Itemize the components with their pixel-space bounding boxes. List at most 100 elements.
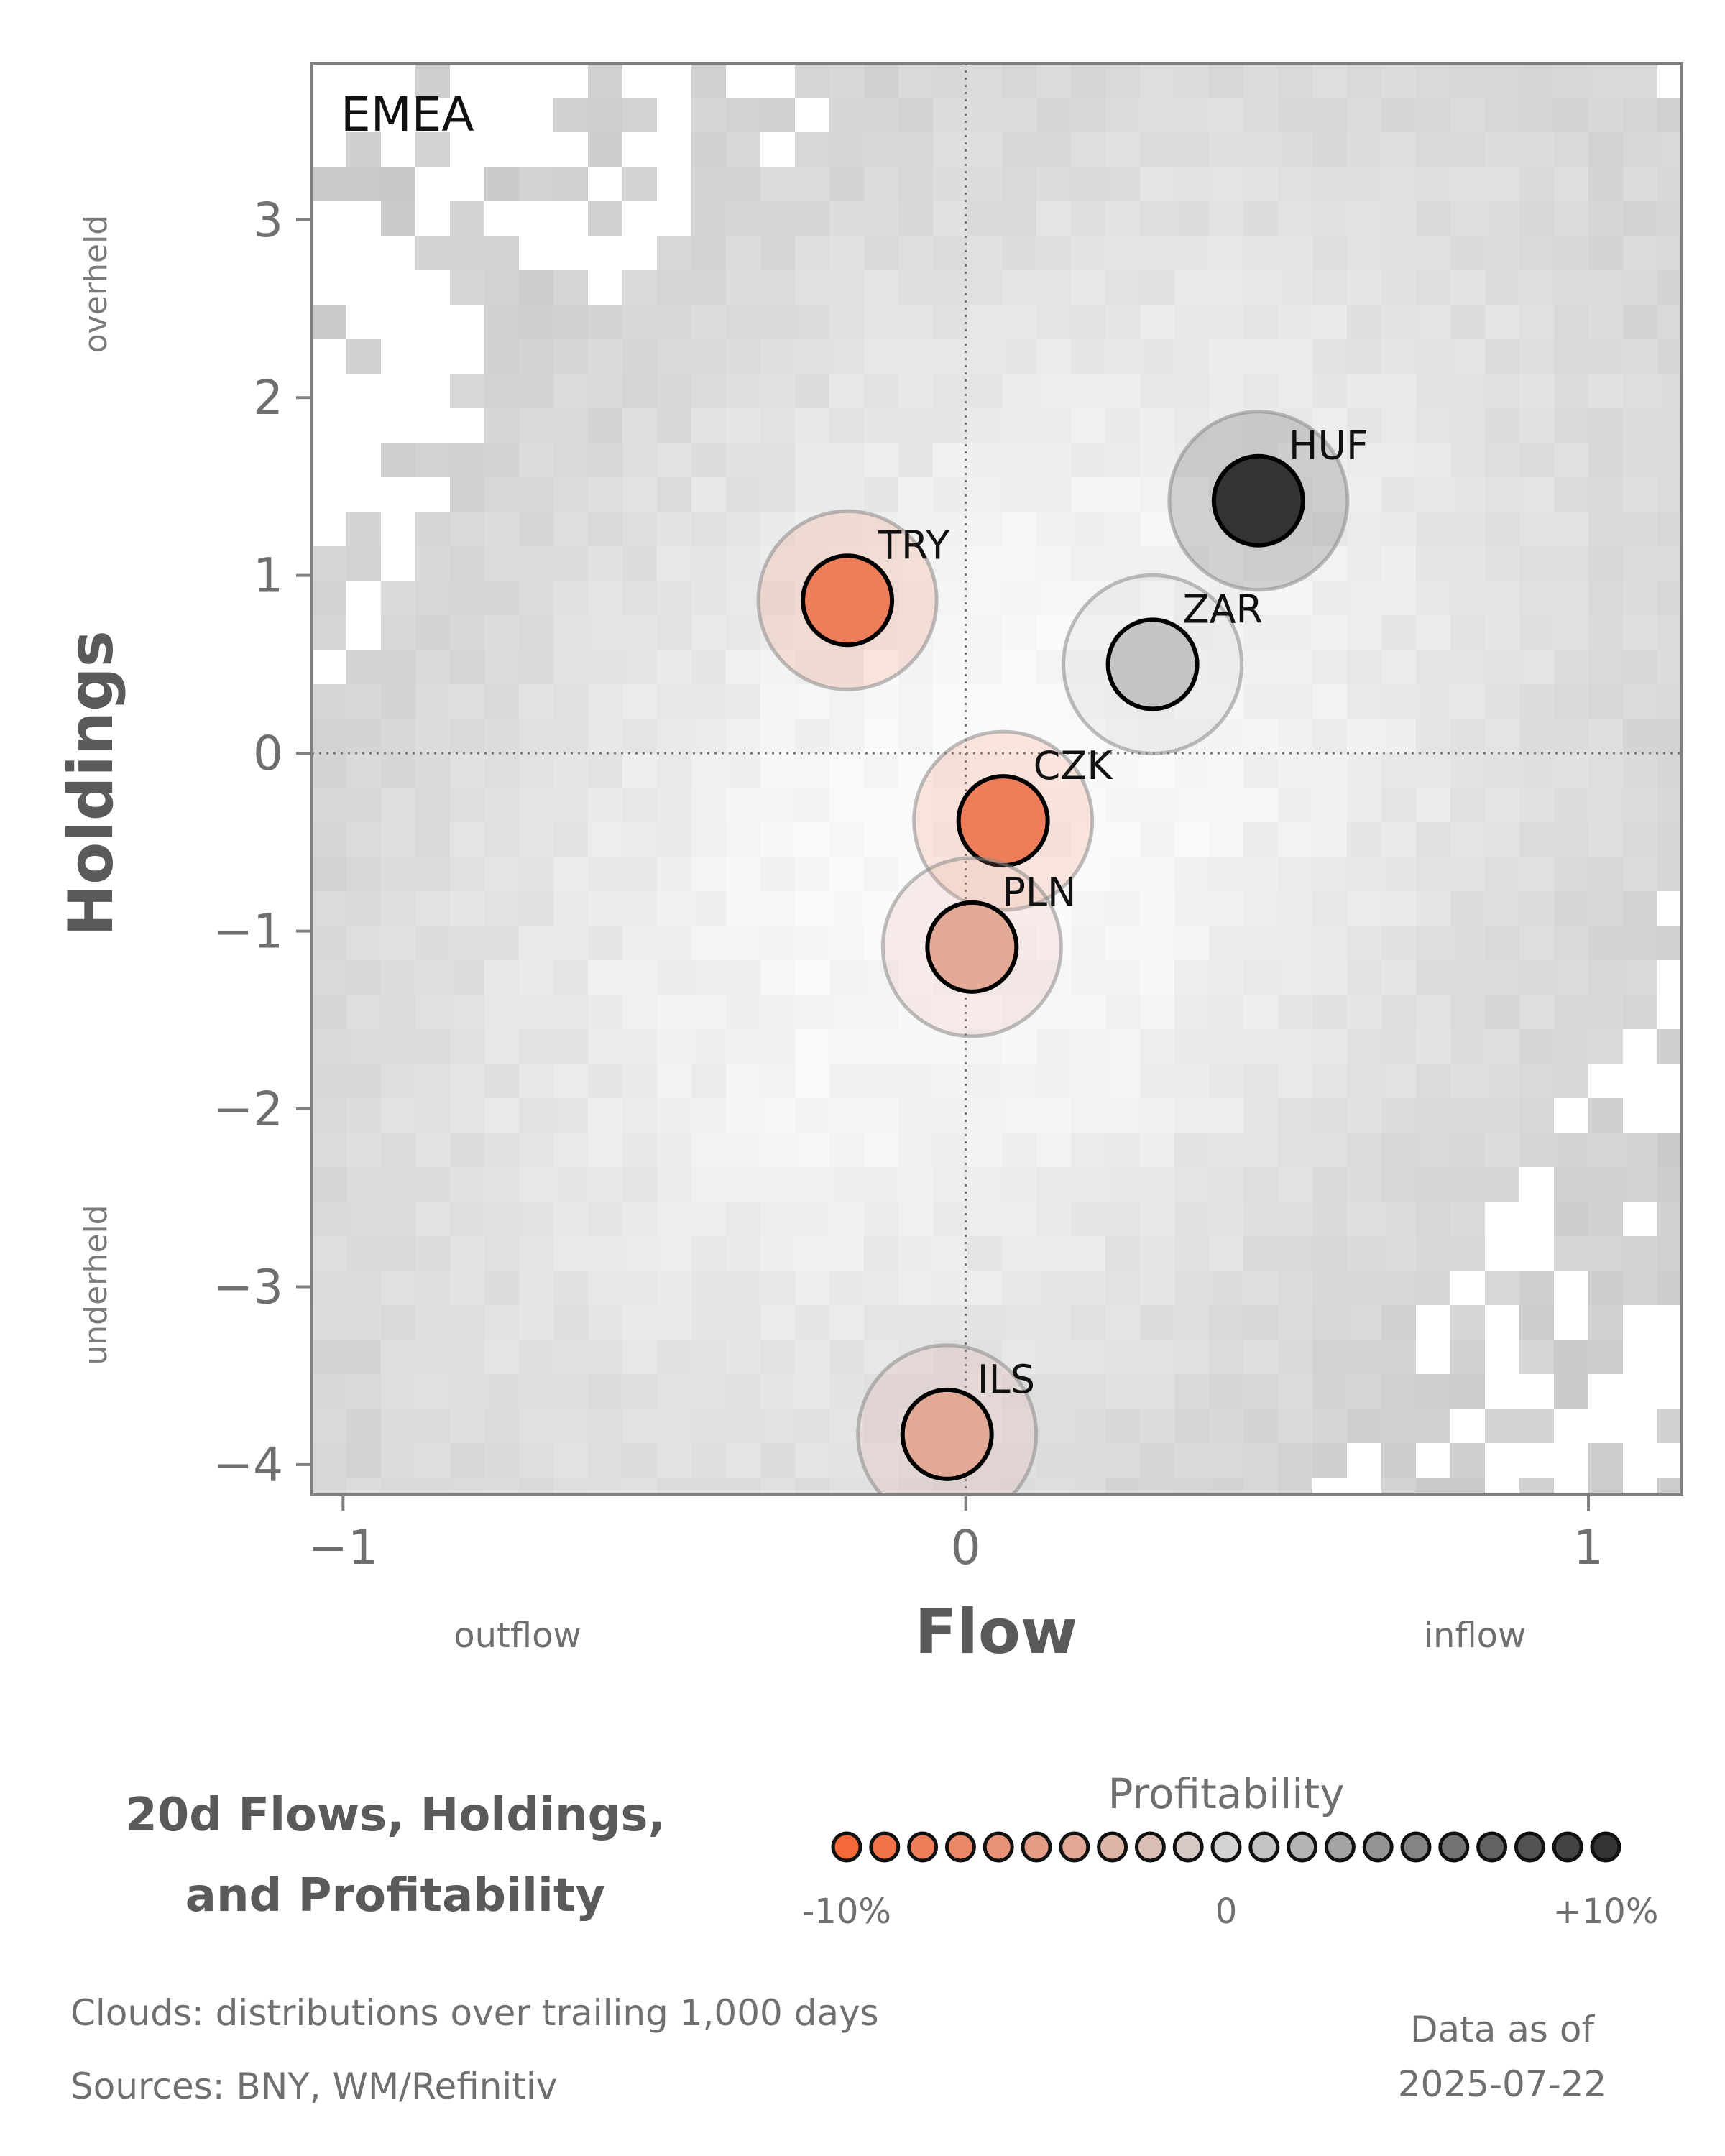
density-cell <box>898 1271 933 1305</box>
density-cell <box>726 1133 760 1167</box>
density-cell <box>1485 63 1519 98</box>
density-cell <box>691 1064 726 1098</box>
density-cell <box>312 1340 346 1374</box>
density-cell <box>1209 753 1243 788</box>
density-cell <box>933 1064 967 1098</box>
y-axis-label: Holdings <box>55 630 127 936</box>
density-cell <box>622 960 657 995</box>
density-cell <box>1657 1478 1682 1495</box>
density-cell <box>1105 1271 1140 1305</box>
density-cell <box>1174 891 1209 926</box>
density-cell <box>588 857 622 891</box>
density-cell <box>1036 1478 1071 1495</box>
density-cell <box>484 270 519 305</box>
density-cell <box>898 443 933 477</box>
colorbar-swatch <box>944 1831 976 1863</box>
density-cell <box>450 857 484 891</box>
density-cell <box>1416 546 1450 581</box>
density-cell <box>1174 339 1209 374</box>
density-cell <box>1381 339 1416 374</box>
density-cell <box>1485 270 1519 305</box>
density-cell <box>864 857 898 891</box>
density-cell <box>1485 1409 1519 1443</box>
density-cell <box>346 719 381 753</box>
density-cell <box>346 132 381 167</box>
density-cell <box>1623 1167 1657 1202</box>
density-cell <box>1174 1478 1209 1495</box>
x-tick-label: 0 <box>951 1520 981 1575</box>
density-cell <box>1588 995 1623 1029</box>
density-cell <box>829 1098 864 1133</box>
density-cell <box>312 615 346 650</box>
density-cell <box>1554 546 1588 581</box>
density-cell <box>1450 1478 1485 1495</box>
density-cell <box>691 1374 726 1409</box>
density-cell <box>381 1271 415 1305</box>
density-cell <box>1105 788 1140 822</box>
density-cell <box>1588 719 1623 753</box>
density-cell <box>450 443 484 477</box>
density-cell <box>1588 167 1623 201</box>
density-cell <box>1381 512 1416 546</box>
density-cell <box>1554 995 1588 1029</box>
density-cell <box>795 1305 829 1340</box>
density-cell <box>1140 1478 1174 1495</box>
density-cell <box>657 374 691 408</box>
density-cell <box>760 374 795 408</box>
density-cell <box>1243 546 1278 581</box>
density-cell <box>1416 684 1450 719</box>
density-cell <box>1588 1133 1623 1167</box>
density-cell <box>312 1064 346 1098</box>
density-cell <box>1002 339 1036 374</box>
density-cell <box>1140 995 1174 1029</box>
density-cell <box>1174 1098 1209 1133</box>
density-cell <box>415 236 450 270</box>
density-cell <box>967 1340 1002 1374</box>
density-cell <box>1209 1340 1243 1374</box>
density-cell <box>726 1271 760 1305</box>
density-cell <box>415 753 450 788</box>
density-cell <box>1105 512 1140 546</box>
density-cell <box>1381 1133 1416 1167</box>
density-cell <box>898 477 933 512</box>
density-cell <box>484 650 519 684</box>
density-cell <box>1278 339 1312 374</box>
density-cell <box>1554 374 1588 408</box>
density-cell <box>553 1236 588 1271</box>
density-cell <box>657 960 691 995</box>
density-cell <box>1381 684 1416 719</box>
density-cell <box>1381 305 1416 339</box>
density-cell <box>622 788 657 822</box>
density-cell <box>726 995 760 1029</box>
density-cell <box>588 1305 622 1340</box>
density-cell <box>588 305 622 339</box>
density-cell <box>588 753 622 788</box>
density-cell <box>760 408 795 443</box>
density-cell <box>864 1098 898 1133</box>
density-cell <box>1588 1167 1623 1202</box>
density-cell <box>1209 1443 1243 1478</box>
density-cell <box>933 339 967 374</box>
density-cell <box>1243 650 1278 684</box>
density-cell <box>346 1202 381 1236</box>
density-cell <box>1657 1236 1682 1271</box>
density-cell <box>726 512 760 546</box>
density-cell <box>691 1167 726 1202</box>
density-cell <box>864 201 898 236</box>
density-cell <box>795 236 829 270</box>
y-side-label-bottom: underheld <box>78 1204 114 1365</box>
density-cell <box>346 1167 381 1202</box>
density-cell <box>1140 63 1174 98</box>
density-cell <box>1278 822 1312 857</box>
density-cell <box>1140 1029 1174 1064</box>
density-cell <box>553 1167 588 1202</box>
density-cell <box>588 891 622 926</box>
density-cell <box>1623 374 1657 408</box>
density-cell <box>1209 546 1243 581</box>
density-cell <box>1347 1374 1381 1409</box>
density-cell <box>1140 857 1174 891</box>
density-cell <box>1450 684 1485 719</box>
marker-try: TRY <box>756 509 950 691</box>
density-cell <box>553 167 588 201</box>
density-cell <box>1416 132 1450 167</box>
